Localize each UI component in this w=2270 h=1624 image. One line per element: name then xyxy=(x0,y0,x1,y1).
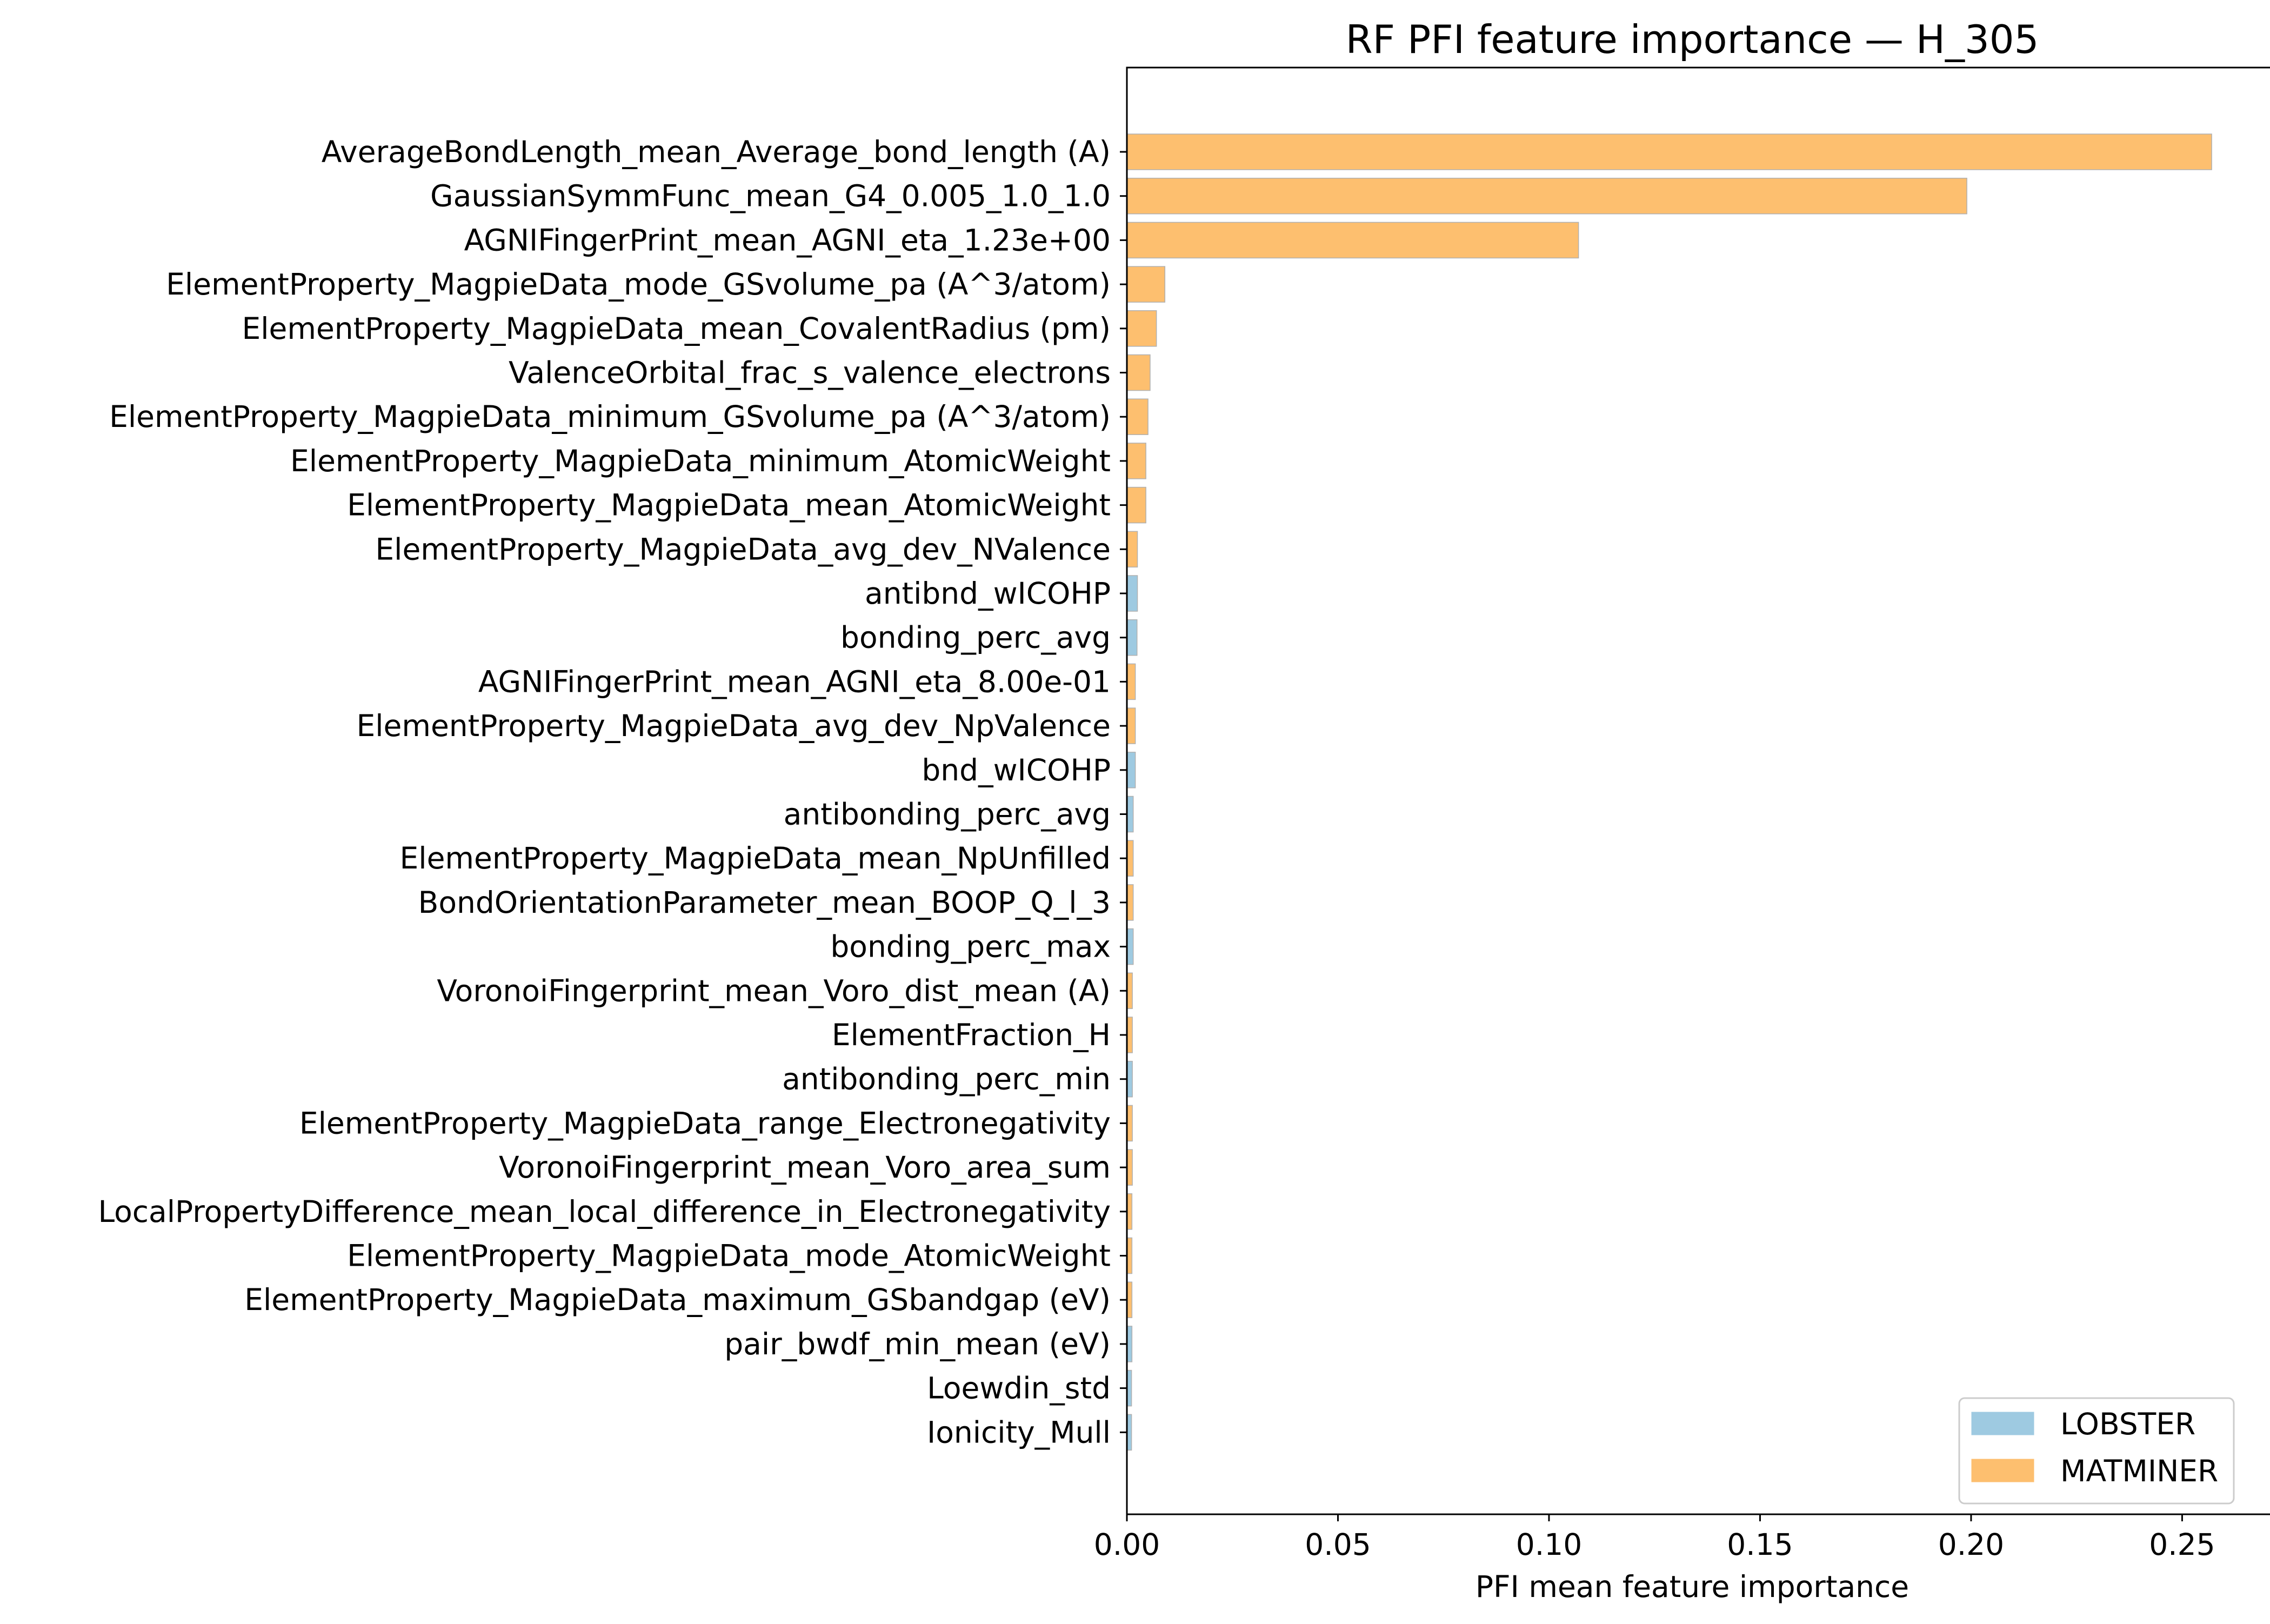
y-tick-label: ElementProperty_MagpieData_avg_dev_NVale… xyxy=(375,532,1111,566)
y-tick-label: ValenceOrbital_frac_s_valence_electrons xyxy=(509,356,1111,390)
y-tick-label: Ionicity_Mull xyxy=(927,1415,1111,1449)
y-tick-label: bonding_perc_max xyxy=(830,930,1111,964)
y-tick-labels: AverageBondLength_mean_Average_bond_leng… xyxy=(98,135,1127,1449)
bar-matminer xyxy=(1126,310,1157,347)
y-tick-label: antibnd_wICOHP xyxy=(865,576,1111,611)
y-tick-label: VoronoiFingerprint_mean_Voro_area_sum xyxy=(499,1150,1111,1185)
y-tick-label: pair_bwdf_min_mean (eV) xyxy=(724,1327,1111,1361)
bar-matminer xyxy=(1126,177,1967,215)
x-axis-label: PFI mean feature importance xyxy=(1476,1569,1909,1604)
x-tick-label: 0.15 xyxy=(1727,1527,1793,1562)
y-tick-label: ElementProperty_MagpieData_mean_AtomicWe… xyxy=(347,488,1111,523)
y-tick-label: AGNIFingerPrint_mean_AGNI_eta_8.00e-01 xyxy=(478,664,1111,699)
bar-matminer xyxy=(1126,840,1134,877)
bar-matminer xyxy=(1126,486,1146,524)
bar-matminer xyxy=(1126,222,1579,259)
bar-matminer xyxy=(1126,663,1136,700)
legend-swatch-matminer xyxy=(1971,1459,2034,1482)
y-tick-label: ElementFraction_H xyxy=(832,1018,1111,1052)
bar-matminer xyxy=(1126,707,1136,744)
bar-matminer xyxy=(1126,1149,1133,1186)
x-tick-label: 0.25 xyxy=(2149,1527,2215,1562)
y-tick-label: bonding_perc_avg xyxy=(840,620,1111,655)
bar-matminer xyxy=(1126,531,1138,568)
legend-label-lobster: LOBSTER xyxy=(2060,1407,2195,1441)
y-tick-label: VoronoiFingerprint_mean_Voro_dist_mean (… xyxy=(437,973,1111,1008)
bar-matminer xyxy=(1126,354,1151,391)
y-tick-label: BondOrientationParameter_mean_BOOP_Q_l_3 xyxy=(418,885,1111,920)
y-tick-label: ElementProperty_MagpieData_minimum_Atomi… xyxy=(290,444,1111,478)
bar-matminer xyxy=(1126,443,1146,479)
y-tick-label: Loewdin_std xyxy=(927,1371,1111,1406)
x-tick-label: 0.00 xyxy=(1094,1527,1160,1562)
bar-lobster xyxy=(1126,1060,1133,1098)
legend-swatch-lobster xyxy=(1971,1412,2034,1435)
y-tick-label: ElementProperty_MagpieData_mean_NpUnfill… xyxy=(400,841,1111,876)
y-tick-label: ElementProperty_MagpieData_mean_Covalent… xyxy=(242,311,1111,346)
y-tick-label: AGNIFingerPrint_mean_AGNI_eta_1.23e+00 xyxy=(464,223,1111,257)
legend: LOBSTER MATMINER xyxy=(1958,1397,2235,1505)
bar-matminer xyxy=(1126,1105,1133,1142)
bar-matminer xyxy=(1126,133,2212,170)
bar-matminer xyxy=(1126,972,1133,1010)
bar-lobster xyxy=(1126,796,1134,833)
x-axis-ticks: 0.00 0.05 0.10 0.15 0.20 0.25 xyxy=(1094,1514,2215,1562)
y-tick-label: bnd_wICOHP xyxy=(922,753,1111,787)
bar-lobster xyxy=(1126,928,1134,965)
bar-matminer xyxy=(1126,266,1166,303)
y-tick-label: antibonding_perc_min xyxy=(782,1062,1111,1097)
bar-lobster xyxy=(1126,752,1136,788)
y-tick-label: ElementProperty_MagpieData_mode_GSvolume… xyxy=(166,267,1111,302)
bar-matminer xyxy=(1126,398,1149,435)
bar-lobster xyxy=(1126,619,1138,656)
x-tick-label: 0.05 xyxy=(1305,1527,1371,1562)
plot-frame xyxy=(1126,66,2270,1515)
x-tick-label: 0.20 xyxy=(1938,1527,2004,1562)
bar-matminer xyxy=(1126,884,1134,921)
bar-lobster xyxy=(1126,575,1138,612)
y-tick-label: ElementProperty_MagpieData_avg_dev_NpVal… xyxy=(357,709,1111,743)
y-tick-label: ElementProperty_MagpieData_maximum_GSban… xyxy=(244,1282,1111,1317)
y-tick-label: ElementProperty_MagpieData_mode_AtomicWe… xyxy=(347,1239,1111,1273)
bar-matminer xyxy=(1126,1017,1133,1053)
y-tick-label: antibonding_perc_avg xyxy=(784,797,1111,832)
y-tick-label: GaussianSymmFunc_mean_G4_0.005_1.0_1.0 xyxy=(430,179,1111,213)
x-tick-label: 0.10 xyxy=(1516,1527,1582,1562)
y-tick-label: AverageBondLength_mean_Average_bond_leng… xyxy=(322,135,1111,169)
chart-title: RF PFI feature importance — H_305 xyxy=(1346,17,2039,62)
legend-label-matminer: MATMINER xyxy=(2060,1454,2218,1488)
bars-layer xyxy=(1126,133,2212,1451)
y-tick-label: ElementProperty_MagpieData_minimum_GSvol… xyxy=(109,399,1111,434)
y-tick-label: ElementProperty_MagpieData_range_Electro… xyxy=(299,1106,1111,1140)
y-tick-label: LocalPropertyDifference_mean_local_diffe… xyxy=(98,1194,1111,1229)
